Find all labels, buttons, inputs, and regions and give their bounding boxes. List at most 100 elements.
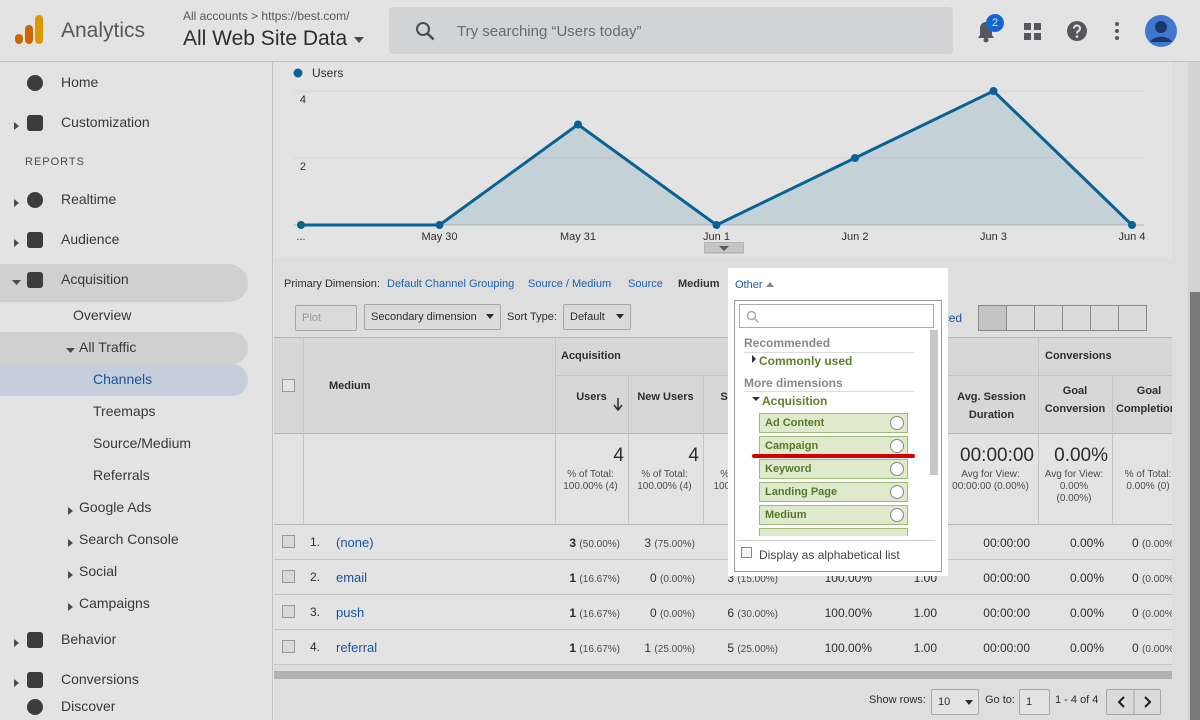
plot-rows-button[interactable]: Plot Rows — [295, 305, 357, 348]
dimension-option[interactable]: Medium — [678, 278, 720, 290]
avatar[interactable] — [1144, 14, 1178, 48]
vertical-scrollbar[interactable] — [1188, 62, 1200, 720]
horizontal-scrollbar[interactable] — [274, 671, 1172, 679]
nav-arrow — [66, 599, 76, 611]
point — [712, 221, 721, 229]
property-name[interactable]: All Web Site Data — [183, 27, 348, 50]
checkbox[interactable] — [282, 379, 295, 392]
metric-cell: 0 (0.00%) — [1132, 571, 1172, 585]
dimension-option[interactable]: Default Channel Grouping — [387, 278, 515, 290]
row-index: 4. — [310, 640, 321, 654]
metric-percent: (0.00%) — [659, 574, 695, 585]
col-header[interactable]: Users — [576, 391, 607, 403]
view-button[interactable] — [1006, 305, 1035, 331]
checkbox[interactable] — [282, 570, 295, 583]
checkbox[interactable] — [282, 605, 295, 618]
dimension-option[interactable]: Source / Medium — [528, 278, 612, 290]
commonly-used[interactable]: Commonly used — [759, 354, 853, 368]
other-trigger[interactable]: Other — [735, 279, 774, 291]
col-header[interactable]: New Users — [637, 391, 694, 403]
nav-item[interactable]: Search Console — [79, 531, 179, 547]
acquisition-group[interactable]: Acquisition — [762, 394, 828, 408]
help-icon[interactable] — [890, 416, 904, 430]
view-button[interactable] — [1062, 305, 1091, 331]
nav-item[interactable]: Campaigns — [79, 595, 150, 611]
col-header[interactable]: Goal Conversion Rate — [1044, 385, 1106, 422]
breadcrumb-url[interactable]: https://best.com/ — [261, 9, 350, 23]
col-header[interactable]: Goal Completions — [1116, 385, 1172, 415]
pager-arrows[interactable] — [1107, 690, 1160, 714]
nav-item[interactable]: Google Ads — [79, 499, 152, 515]
checkbox[interactable] — [282, 640, 295, 653]
nav-item[interactable]: Realtime — [61, 191, 117, 207]
view-button[interactable] — [1090, 305, 1119, 331]
help-icon[interactable] — [890, 508, 904, 522]
show-rows-label: Show rows: — [869, 694, 926, 706]
medium-link[interactable]: push — [336, 605, 365, 620]
alphabetical-label[interactable]: Display as alphabetical list — [759, 548, 900, 562]
nav-item[interactable]: Channels — [93, 371, 153, 387]
sort-type[interactable]: Default — [563, 304, 631, 330]
col-divider — [628, 375, 629, 665]
nav-item[interactable]: Social — [79, 563, 118, 579]
goto-input[interactable]: 1 — [1019, 689, 1050, 715]
view-button[interactable] — [1034, 305, 1063, 331]
dropdown-search[interactable] — [739, 304, 934, 328]
nav-arrow — [12, 275, 22, 285]
more-icon[interactable] — [1113, 21, 1121, 41]
breadcrumb[interactable]: All accounts > https://best.com/ — [183, 9, 350, 23]
dropdown-scrollbar[interactable] — [930, 330, 938, 475]
nav-arrow — [12, 635, 22, 647]
view-button[interactable] — [1118, 305, 1147, 331]
nav-item[interactable]: Audience — [61, 231, 120, 247]
nav-item[interactable]: Overview — [73, 307, 132, 323]
secondary-dimension[interactable]: Secondary dimension — [364, 304, 501, 330]
col-header[interactable]: Avg. Session Duration — [957, 391, 1026, 421]
medium-link[interactable]: (none) — [336, 535, 374, 550]
checkbox[interactable] — [282, 535, 295, 548]
divider — [744, 391, 914, 392]
show-rows-select[interactable]: 10 — [931, 689, 979, 715]
group-header: Acquisition — [561, 350, 621, 362]
col-header[interactable]: Medium — [329, 380, 371, 392]
search-box[interactable]: Try searching “Users today” — [389, 7, 953, 54]
nav-item[interactable]: Treemaps — [93, 403, 156, 419]
scroll-thumb[interactable] — [1190, 292, 1200, 720]
pager — [1106, 689, 1161, 715]
alphabetical-checkbox[interactable] — [741, 547, 752, 558]
dimension-item[interactable]: Campaign — [759, 436, 908, 456]
breadcrumb-root[interactable]: All accounts — [183, 9, 248, 23]
nav-item[interactable]: Behavior — [61, 631, 117, 647]
nav-item[interactable]: Conversions — [61, 671, 139, 687]
nav-item[interactable]: Source/Medium — [93, 435, 192, 451]
other-text[interactable]: Other — [735, 279, 763, 291]
apps-icon[interactable] — [1024, 23, 1042, 41]
medium-link[interactable]: referral — [336, 640, 378, 655]
nav-arrow — [66, 567, 76, 579]
nav-item[interactable]: Referrals — [93, 467, 150, 483]
metric-percent: (25.00%) — [737, 644, 778, 655]
medium-link[interactable]: email — [336, 570, 368, 585]
caret — [765, 282, 774, 287]
dimension-item[interactable]: Ad Content — [759, 413, 908, 433]
nav-item[interactable]: Acquisition — [61, 271, 129, 287]
dimension-item[interactable]: Keyword — [759, 459, 908, 479]
help-icon[interactable] — [890, 439, 904, 453]
help-icon[interactable] — [890, 462, 904, 476]
nav-item[interactable]: All Traffic — [79, 339, 137, 355]
nav-item[interactable]: Home — [61, 74, 99, 90]
metric-percent: (0.00%) — [1142, 539, 1172, 550]
dimension-option[interactable]: Source — [628, 278, 663, 290]
nav-item[interactable]: Customization — [61, 114, 150, 130]
dimension-item[interactable]: Medium — [759, 505, 908, 525]
property-selector[interactable]: All Web Site Data — [183, 27, 365, 51]
chart-handle[interactable] — [704, 242, 744, 254]
sidebar: Home Customization REPORTS Realtime Audience… — [0, 62, 273, 720]
dimension-item-partial[interactable] — [759, 528, 908, 536]
nav-item[interactable]: Discover — [61, 698, 116, 714]
help-icon[interactable] — [1066, 20, 1088, 42]
view-button[interactable] — [978, 305, 1007, 331]
help-icon[interactable] — [890, 485, 904, 499]
top-bar: Analytics All accounts > https://best.co… — [0, 0, 1200, 62]
dimension-item[interactable]: Landing Page — [759, 482, 908, 502]
